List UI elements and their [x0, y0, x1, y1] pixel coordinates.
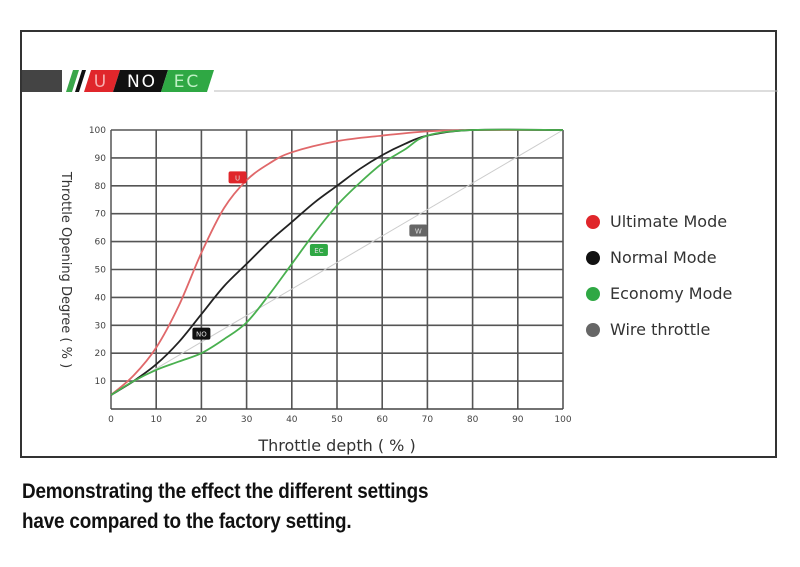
header-badge-ec-bg	[161, 70, 214, 92]
x-tick-label: 50	[331, 415, 343, 425]
legend-label: Ultimate Mode	[610, 212, 728, 231]
x-tick-label: 80	[467, 415, 479, 425]
x-tick-label: 10	[150, 415, 162, 425]
y-tick-label: 70	[95, 210, 107, 220]
series-line-wire-throttle	[110, 129, 564, 396]
series-badge-label: U	[235, 174, 240, 182]
legend-label: Economy Mode	[610, 284, 733, 303]
y-tick-label: 50	[95, 266, 107, 276]
y-tick-label: 90	[95, 154, 107, 164]
y-axis-label: Throttle Opening Degree ( % )	[58, 171, 73, 368]
y-tick-label: 40	[95, 293, 107, 303]
series-line-ultimate-mode	[110, 128, 564, 396]
x-tick-label: 60	[376, 415, 388, 425]
x-tick-label: 30	[241, 415, 253, 425]
series-badge-economy-mode	[309, 243, 328, 256]
series-badge-normal-mode	[192, 327, 211, 340]
series-line-economy-mode	[110, 128, 564, 396]
x-tick-label: 70	[422, 415, 434, 425]
x-tick-label: 20	[196, 415, 208, 425]
chart-frame	[20, 30, 777, 458]
header-badge-no: NO	[127, 72, 157, 92]
y-tick-label: 20	[95, 349, 107, 359]
legend-item: Ultimate Mode	[586, 212, 727, 231]
legend-label: Wire throttle	[610, 320, 711, 339]
legend-item: Wire throttle	[586, 320, 710, 339]
legend-label: Normal Mode	[610, 248, 717, 267]
y-tick-label: 10	[95, 377, 107, 387]
series-badge-label: EC	[314, 247, 323, 255]
header-stripe-green	[66, 70, 79, 92]
header-badge-no-bg	[113, 70, 168, 92]
caption-line-1: Demonstrating the effect the different s…	[22, 480, 429, 503]
y-tick-label: 100	[89, 126, 106, 136]
x-tick-label: 90	[512, 415, 524, 425]
legend-dot-icon	[586, 250, 600, 265]
y-tick-label: 60	[95, 238, 107, 248]
x-tick-label: 40	[286, 415, 298, 425]
header-badge-u: U	[94, 72, 108, 92]
x-tick-label: 0	[108, 415, 114, 425]
series-badge-label: NO	[196, 331, 207, 339]
legend-dot-icon	[586, 322, 600, 337]
legend-dot-icon	[586, 214, 600, 229]
x-tick-label: 100	[554, 415, 571, 425]
y-tick-label: 80	[95, 182, 107, 192]
caption-line-2: have compared to the factory setting.	[22, 510, 352, 533]
header-badge-u-bg	[84, 70, 120, 92]
header-badge-ec: EC	[174, 72, 201, 92]
series-badge-ultimate-mode	[228, 171, 247, 184]
legend-dot-icon	[586, 286, 600, 301]
legend-item: Normal Mode	[586, 248, 717, 267]
header-strip-gray	[22, 70, 62, 92]
y-tick-label: 30	[95, 321, 107, 331]
series-line-normal-mode	[110, 128, 564, 396]
series-badge-wire-throttle	[409, 224, 428, 237]
legend-item: Economy Mode	[586, 284, 732, 303]
header-stripe-black	[75, 70, 86, 92]
series-badge-label: W	[415, 227, 422, 235]
x-axis-label: Throttle depth ( % )	[257, 436, 415, 455]
